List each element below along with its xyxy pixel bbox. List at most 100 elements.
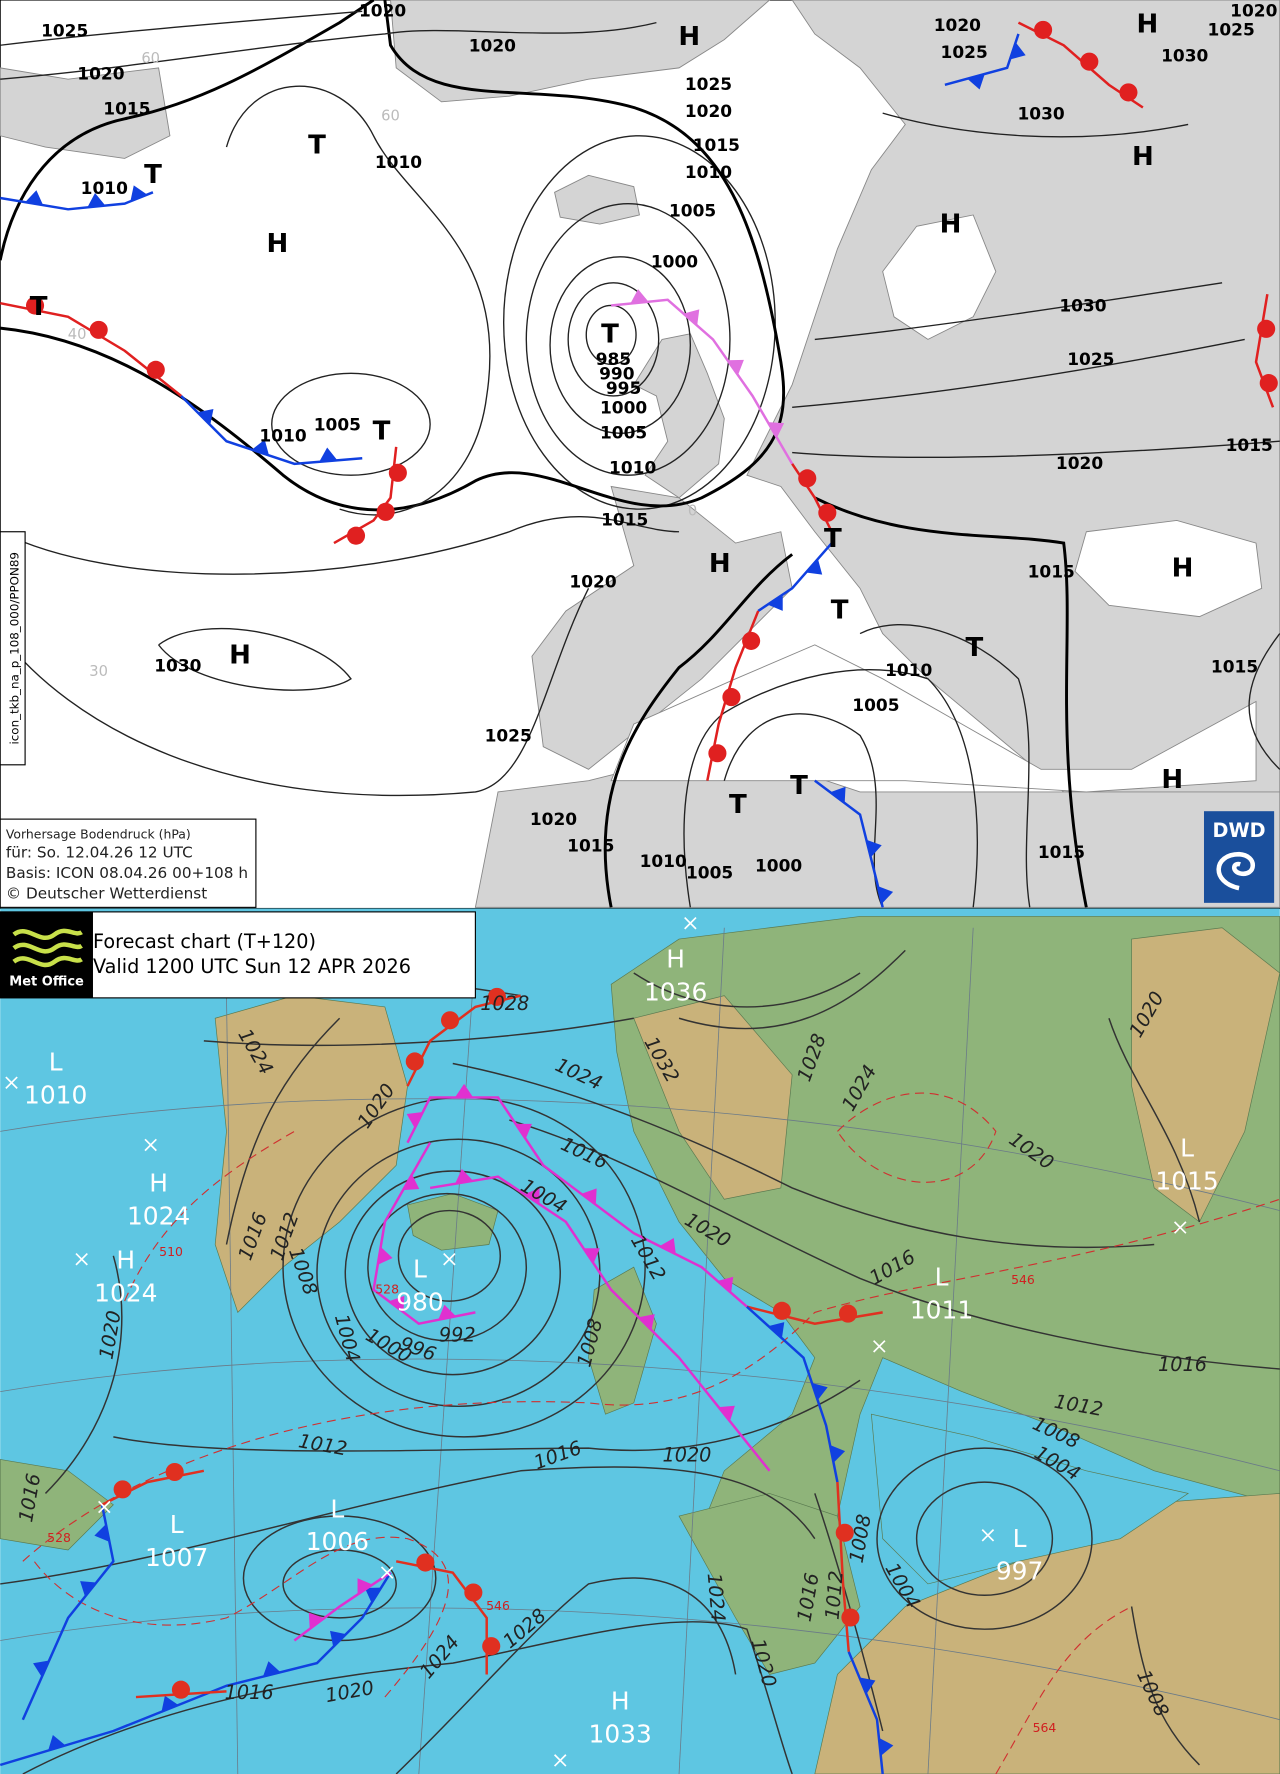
isobar-label: 1015 [1211, 658, 1258, 678]
front-symbol [768, 1322, 785, 1339]
isobar-label: 1016 [225, 1681, 274, 1704]
front-symbol [94, 1524, 110, 1542]
front-line [372, 1142, 476, 1326]
front-symbol [262, 1661, 281, 1677]
front-symbol [146, 360, 165, 379]
front-symbol [515, 1123, 532, 1139]
front-symbol [630, 289, 649, 304]
pressure-center: H [709, 549, 731, 579]
isobar-label: 1010 [609, 458, 656, 478]
front-symbol [967, 73, 985, 90]
thickness-label: 546 [1011, 1272, 1035, 1287]
isobar-label: 1025 [1208, 21, 1255, 41]
met-office-logo [0, 911, 93, 998]
header-line: Forecast chart (T+120) [93, 930, 316, 953]
pressure-center-symbol: L [413, 1255, 427, 1284]
thickness-lines [22, 1092, 1280, 1774]
isobar-label: 1025 [485, 727, 532, 747]
front-symbol [161, 1695, 179, 1712]
front-symbol [455, 1083, 474, 1098]
thickness-label: 528 [375, 1281, 399, 1296]
isobar-label: 1015 [567, 836, 614, 856]
isobar-label: 1005 [852, 696, 899, 716]
isobar-label: 1015 [601, 510, 648, 530]
dwd-logo-swirl [1216, 851, 1256, 891]
pressure-center: H [940, 210, 962, 240]
front-symbol [818, 503, 837, 522]
front-line [836, 1482, 850, 1652]
isobar-label: 1025 [41, 22, 88, 42]
isobar-label: 1030 [1161, 47, 1208, 67]
thickness-label: 546 [486, 1598, 510, 1613]
front-symbol [877, 886, 894, 904]
front-symbol [388, 463, 407, 482]
pressure-center: T [308, 130, 326, 160]
front-symbol [113, 1480, 132, 1499]
top-isobars [0, 0, 1280, 908]
front-symbol [878, 1737, 894, 1756]
isobar-label: 1010 [640, 852, 687, 872]
run-id-box [0, 531, 26, 766]
front-symbol [1034, 20, 1053, 39]
isobar-label: 1020 [530, 810, 577, 830]
front-symbol [727, 359, 744, 376]
isobar-label: 1015 [1038, 843, 1085, 863]
front-symbol [403, 1174, 420, 1191]
front-line [293, 1571, 392, 1642]
front-symbol [308, 1612, 325, 1629]
center-marker [684, 916, 697, 930]
front-symbol [772, 1301, 792, 1320]
pressure-center: T [965, 633, 983, 663]
pressure-center-value: 1006 [306, 1527, 369, 1556]
front-symbol [251, 439, 270, 456]
front-symbol [829, 1444, 846, 1463]
bottom-land [0, 916, 1280, 1774]
isobar-label: 1025 [1067, 350, 1114, 370]
isobar-label: 1030 [1059, 297, 1106, 317]
pressure-center-value: 1010 [24, 1080, 87, 1109]
pressure-center-value: 997 [996, 1557, 1043, 1586]
front-symbol [487, 987, 506, 1006]
front-symbol [722, 688, 741, 707]
isobar-label: 1000 [600, 398, 647, 418]
center-marker [873, 1340, 886, 1353]
isobar-label: 1015 [693, 136, 740, 156]
info-line: © Deutscher Wetterdienst [6, 884, 207, 902]
pressure-center: T [824, 524, 842, 554]
info-line: Basis: ICON 08.04.26 00+108 h [6, 864, 248, 882]
center-marker [75, 1252, 88, 1266]
isobar-label: 1005 [314, 415, 361, 435]
pressure-center-symbol: L [330, 1494, 344, 1523]
center-marker [443, 1252, 456, 1266]
pressure-center: H [1172, 554, 1194, 584]
front-symbol [377, 1246, 393, 1265]
isobar-label: 1010 [375, 153, 422, 173]
isobar-label: 1000 [651, 252, 698, 272]
center-marker [981, 1529, 995, 1542]
pressure-center-symbol: L [1180, 1133, 1194, 1162]
pressure-center: H [1137, 9, 1159, 39]
front-symbol [841, 1608, 860, 1627]
pressure-center: H [229, 641, 251, 671]
front-symbol [25, 296, 45, 315]
front-symbol [388, 1295, 405, 1313]
top-seas [610, 214, 1263, 793]
front-symbol [364, 1587, 382, 1603]
isobar-label: 1025 [685, 75, 732, 95]
pressure-center: H [678, 22, 700, 52]
front-symbol [405, 1052, 424, 1071]
front-symbol [87, 192, 106, 208]
isobar-label: 1024 [703, 1572, 730, 1623]
isobar-label: 1015 [1028, 562, 1075, 582]
thickness-label: 564 [1033, 1720, 1057, 1735]
front-symbol [798, 469, 817, 488]
header-line: Valid 1200 UTC Sun 12 APR 2026 [93, 955, 411, 978]
run-id: icon_tkb_na_p_108_000/PPON89 [7, 552, 21, 744]
isobar-label: 1015 [103, 100, 150, 120]
isobar-label: 985 [596, 350, 631, 370]
front-symbol [455, 1168, 473, 1184]
front-symbol [80, 1581, 97, 1597]
pressure-center-value: 1024 [94, 1278, 157, 1307]
front-symbol [581, 1188, 597, 1205]
pressure-center: T [373, 417, 391, 447]
